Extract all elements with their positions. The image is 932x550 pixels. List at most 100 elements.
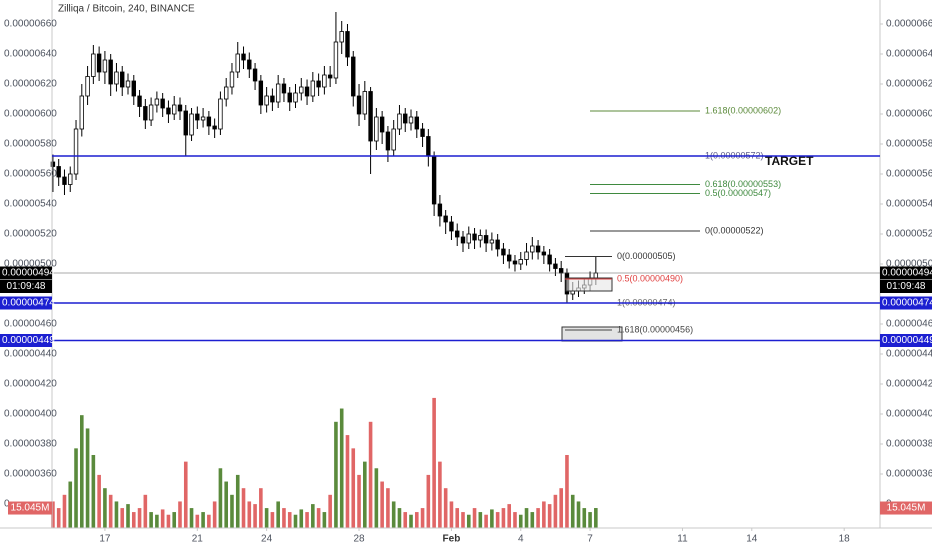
x-tick-label: 17	[99, 534, 111, 545]
candle-body	[120, 71, 125, 88]
x-tick-label: 21	[192, 534, 204, 545]
candle-body	[160, 98, 165, 109]
candle-body	[512, 260, 518, 265]
volume-bar	[582, 508, 587, 528]
volume-bar	[80, 415, 84, 528]
volume-bar	[530, 512, 535, 528]
volume-bar	[218, 468, 223, 528]
candle-body	[293, 92, 298, 103]
candle-body	[166, 107, 171, 115]
price-tag-label: 0.00000494	[882, 268, 932, 279]
volume-bar	[443, 488, 448, 528]
candle-body	[229, 71, 235, 88]
volume-bar	[131, 512, 136, 528]
candle-body	[247, 59, 252, 70]
candle-body	[62, 176, 67, 185]
candle-body	[535, 245, 541, 253]
volume-bar	[276, 501, 280, 528]
volume-bar	[114, 501, 119, 528]
x-tick-label: 11	[677, 534, 688, 545]
candle-body	[206, 116, 212, 127]
candle-body	[56, 166, 61, 178]
x-tick-label: Feb	[443, 534, 461, 545]
volume-bar	[403, 512, 408, 528]
volume-bar	[345, 435, 350, 528]
x-tick-label: 28	[353, 534, 365, 545]
volume-bar	[594, 508, 598, 528]
candle-body	[327, 74, 333, 79]
candle-body	[443, 215, 448, 223]
candle-body	[125, 80, 131, 88]
volume-bar	[351, 448, 356, 528]
candle-body	[235, 53, 240, 73]
candle-body	[50, 161, 56, 167]
y-tick-label: 0.00000380	[4, 439, 57, 450]
volume-bar	[91, 454, 96, 528]
candle-body	[489, 239, 495, 244]
volume-bar	[195, 514, 200, 528]
countdown-tag	[0, 280, 52, 293]
candle-body	[258, 80, 264, 106]
y-tick-label: 0.00000600	[886, 109, 932, 120]
volume-bar	[334, 421, 338, 528]
candle-body	[524, 251, 529, 260]
candle-body	[195, 113, 200, 121]
volume-bar	[339, 408, 344, 528]
candle-body	[264, 95, 269, 106]
price-tag-label: 0.00000449	[882, 335, 932, 346]
volume-bar	[264, 508, 269, 528]
fib-label: 0.618(0.00000553)	[705, 179, 781, 189]
candle-body	[96, 53, 102, 73]
volume-bar	[241, 488, 246, 528]
volume-bar	[328, 494, 332, 528]
countdown-label: 01:09:48	[887, 281, 926, 292]
candle-body	[368, 91, 373, 142]
x-tick-label: 7	[587, 534, 593, 545]
candle-body	[270, 95, 275, 103]
candle-body	[177, 104, 183, 112]
price-tag-label: 0.00000474	[882, 298, 932, 309]
candle-body	[114, 71, 119, 85]
countdown-tag	[880, 280, 932, 293]
candle-body	[154, 98, 160, 106]
candle-body	[333, 41, 339, 79]
volume-bar	[293, 514, 298, 528]
fib-label: 0.5(0.00000490)	[617, 273, 683, 283]
volume-bar	[299, 509, 304, 528]
candle-body	[356, 95, 362, 115]
volume-bar	[253, 504, 257, 528]
volume-bar	[461, 512, 465, 528]
candle-body	[287, 92, 292, 103]
candle-body	[223, 86, 229, 100]
volume-bar	[588, 512, 592, 528]
volume-bar	[513, 512, 517, 528]
volume-bar	[391, 501, 396, 528]
candle-body	[351, 56, 356, 97]
candle-body	[449, 221, 454, 232]
volume-bar	[490, 509, 494, 528]
candle-body	[414, 116, 419, 130]
volume-bar	[478, 512, 483, 528]
candle-body	[316, 80, 321, 88]
volume-bar	[409, 514, 413, 528]
x-tick-label: 4	[518, 534, 524, 545]
volume-bar	[518, 514, 523, 528]
candle-body	[79, 95, 85, 130]
candle-body	[102, 59, 108, 73]
volume-bar	[103, 488, 107, 528]
y-tick-label: 0.00000400	[886, 409, 932, 420]
volume-bar	[524, 508, 529, 528]
candle-body	[501, 248, 506, 256]
volume-bar	[68, 481, 73, 528]
candle-body	[137, 95, 142, 107]
price-tag-label: 0.00000494	[2, 268, 55, 279]
candle-body	[547, 254, 552, 265]
volume-bar	[484, 514, 488, 528]
volume-bar	[62, 494, 67, 528]
volume-bar	[183, 461, 188, 528]
candle-body	[403, 113, 408, 124]
candle-body	[478, 235, 483, 241]
fib-label: 1.618(0.00000602)	[705, 105, 781, 115]
volume-bar	[432, 397, 436, 528]
